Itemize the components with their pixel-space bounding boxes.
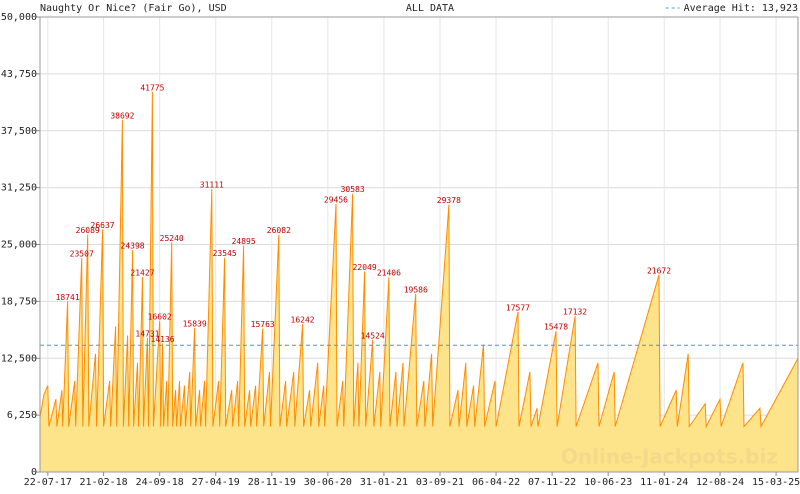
x-tick-label: 03-09-21 bbox=[416, 477, 464, 488]
chart-subtitle: ALL DATA bbox=[406, 3, 454, 14]
plot-frame bbox=[39, 16, 799, 473]
x-tick-label: 30-06-20 bbox=[304, 477, 352, 488]
y-tick-label: 50,000 bbox=[1, 12, 37, 23]
x-tick-label: 24-09-18 bbox=[136, 477, 184, 488]
x-tick-label: 21-02-18 bbox=[80, 477, 128, 488]
x-tick-label: 11-01-24 bbox=[640, 477, 688, 488]
jackpot-line bbox=[39, 91, 799, 429]
peak-label: 15763 bbox=[251, 320, 275, 329]
peak-label: 21427 bbox=[130, 269, 154, 278]
y-tick-label: 6,250 bbox=[7, 410, 37, 421]
peak-label: 22049 bbox=[353, 263, 377, 272]
peak-label: 14524 bbox=[361, 331, 385, 340]
peak-label: 24895 bbox=[232, 237, 256, 246]
peak-label: 41775 bbox=[140, 83, 164, 92]
peak-label: 24398 bbox=[121, 241, 145, 250]
peak-label: 16602 bbox=[148, 312, 172, 321]
y-tick-label: 12,500 bbox=[1, 353, 37, 364]
x-tick-label: 06-04-22 bbox=[472, 477, 520, 488]
peak-label: 30583 bbox=[341, 185, 365, 194]
peak-label: 15478 bbox=[544, 323, 568, 332]
x-tick-label: 31-01-21 bbox=[360, 477, 408, 488]
peak-label: 17577 bbox=[506, 304, 530, 313]
x-tick-label: 27-04-19 bbox=[192, 477, 240, 488]
chart-title: Naughty Or Nice? (Fair Go), USD bbox=[40, 3, 227, 14]
legend-value: 13,923 bbox=[762, 3, 798, 14]
y-tick-label: 31,250 bbox=[1, 183, 37, 194]
peak-label: 21406 bbox=[377, 269, 401, 278]
y-tick-label: 18,750 bbox=[1, 296, 37, 307]
x-tick-label: 10-06-23 bbox=[584, 477, 632, 488]
peak-label: 26637 bbox=[91, 221, 115, 230]
peak-label: 23507 bbox=[70, 250, 94, 259]
watermark: Online-Jackpots.biz bbox=[561, 445, 778, 469]
peak-label: 26089 bbox=[76, 226, 100, 235]
y-tick-label: 37,500 bbox=[1, 126, 37, 137]
y-tick-label: 43,750 bbox=[1, 69, 37, 80]
peak-label: 31111 bbox=[200, 180, 224, 189]
peak-label: 19586 bbox=[404, 285, 428, 294]
x-tick-label: 22-07-17 bbox=[24, 477, 72, 488]
peak-label: 25240 bbox=[160, 234, 184, 243]
peak-label: 38692 bbox=[110, 111, 134, 120]
peak-label: 14136 bbox=[151, 335, 175, 344]
peak-label: 18741 bbox=[56, 293, 80, 302]
peak-label: 17132 bbox=[563, 308, 587, 317]
peak-label: 29456 bbox=[324, 195, 348, 204]
peak-label: 15839 bbox=[183, 319, 207, 328]
legend-label: Average Hit: bbox=[684, 3, 756, 14]
y-tick-label: 25,000 bbox=[1, 240, 37, 251]
x-tick-label: 12-08-24 bbox=[696, 477, 744, 488]
peak-label: 23545 bbox=[213, 249, 237, 258]
peak-label: 29378 bbox=[437, 196, 461, 205]
area-fill bbox=[40, 91, 798, 473]
x-tick-label: 07-11-22 bbox=[528, 477, 576, 488]
peak-label: 16242 bbox=[291, 316, 315, 325]
peak-label: 21672 bbox=[647, 266, 671, 275]
x-tick-label: 15-03-25 bbox=[752, 477, 800, 488]
x-tick-label: 28-11-19 bbox=[248, 477, 296, 488]
peak-label: 14731 bbox=[135, 329, 159, 338]
peak-label: 26082 bbox=[267, 226, 291, 235]
y-tick-label: 0 bbox=[31, 467, 37, 478]
